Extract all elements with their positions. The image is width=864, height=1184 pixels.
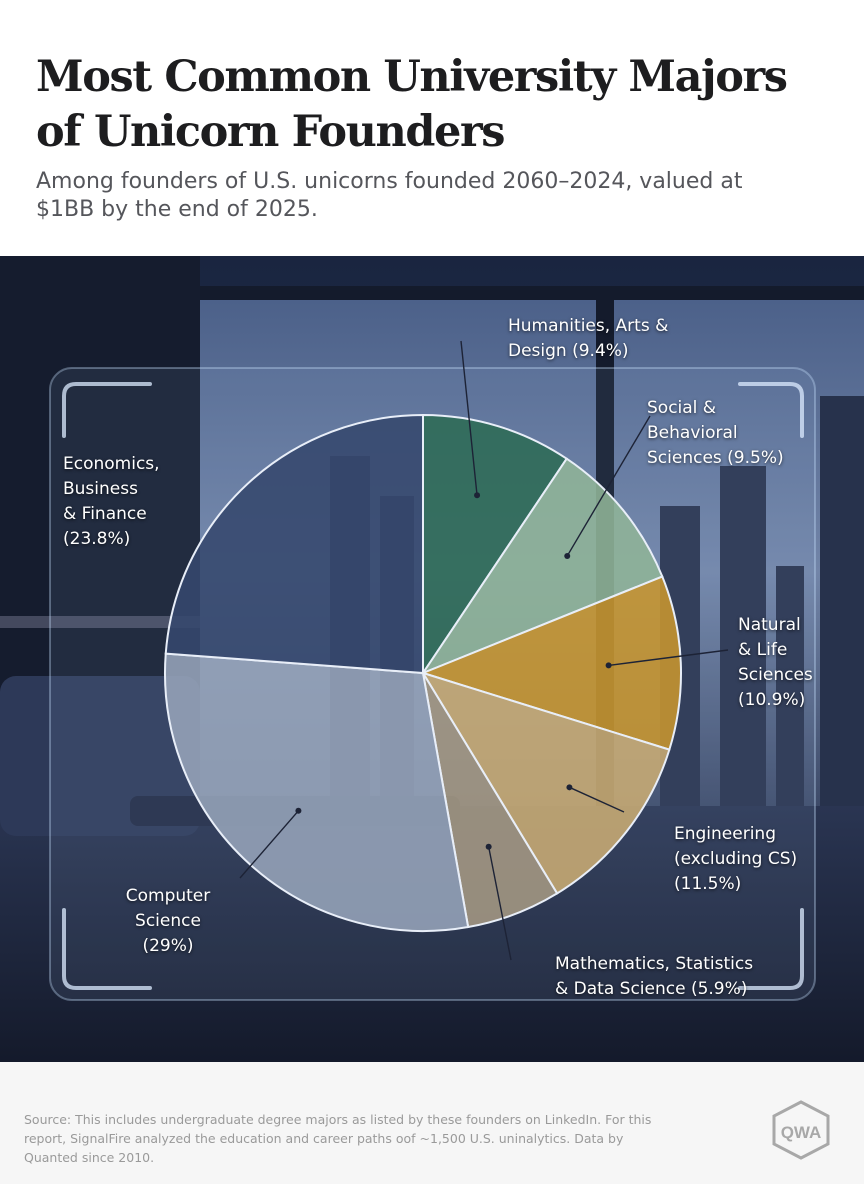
- svg-text:QWA: QWA: [781, 1123, 822, 1142]
- panel-corner-brackets: [62, 382, 804, 990]
- leader-line-social-behavioral: [566, 415, 651, 557]
- leader-line-humanities: [460, 340, 478, 496]
- leader-dot-engineering: [566, 784, 573, 791]
- leader-dot-natural-life-sciences: [605, 662, 612, 669]
- leader-dot-computer-science: [295, 807, 302, 814]
- pie-slice-humanities: [422, 413, 569, 677]
- slice-label-natural-life-sciences: Natural & Life Sciences (10.9%): [738, 615, 813, 710]
- pie-slice-natural-life-sciences: [420, 575, 682, 751]
- subtitle-line-2: $1BB by the end of 2025.: [36, 197, 318, 222]
- title-line-2: of Unicorn Founders: [36, 107, 505, 157]
- page-title: Most Common University Majors of Unicorn…: [36, 50, 836, 160]
- leader-line-natural-life-sciences: [608, 649, 729, 667]
- leader-dot-mathematics: [485, 843, 492, 850]
- slice-label-mathematics: Mathematics, Statistics & Data Science (…: [555, 954, 754, 999]
- pie-slice-economics: [164, 413, 424, 675]
- source-note: Source: This includes undergraduate degr…: [24, 1112, 652, 1165]
- slice-label-economics: Economics, Business & Finance (23.8%): [63, 454, 160, 549]
- slice-label-computer-science: Computer Science (29%): [125, 886, 211, 956]
- leader-line-computer-science: [239, 810, 299, 879]
- slice-label-engineering: Engineering (excluding CS) (11.5%): [674, 824, 798, 894]
- page-subtitle: Among founders of U.S. unicorns founded …: [36, 168, 836, 224]
- window-frame-top: [200, 286, 864, 300]
- brand-logo: QWA: [772, 1100, 830, 1160]
- pie-slice-engineering: [420, 671, 671, 895]
- title-line-1: Most Common University Majors: [36, 52, 788, 102]
- slice-label-humanities: Humanities, Arts & Design (9.4%): [508, 316, 669, 361]
- subtitle-line-1: Among founders of U.S. unicorns founded …: [36, 169, 743, 194]
- leader-line-engineering: [569, 786, 625, 813]
- footer: Source: This includes undergraduate degr…: [0, 1062, 864, 1184]
- leader-dot-humanities: [474, 492, 481, 499]
- leader-line-mathematics: [487, 846, 512, 961]
- pie-slice-social-behavioral: [420, 457, 664, 676]
- header: Most Common University Majors of Unicorn…: [0, 0, 864, 256]
- leader-dot-social-behavioral: [564, 552, 571, 559]
- pie-chart: [164, 340, 729, 961]
- chart-scene: Humanities, Arts & Design (9.4%) Social …: [0, 256, 864, 1062]
- pie-slice-computer-science: [164, 652, 470, 932]
- slice-label-social-behavioral: Social & Behavioral Sciences (9.5%): [647, 398, 784, 468]
- wall-light: [0, 616, 200, 628]
